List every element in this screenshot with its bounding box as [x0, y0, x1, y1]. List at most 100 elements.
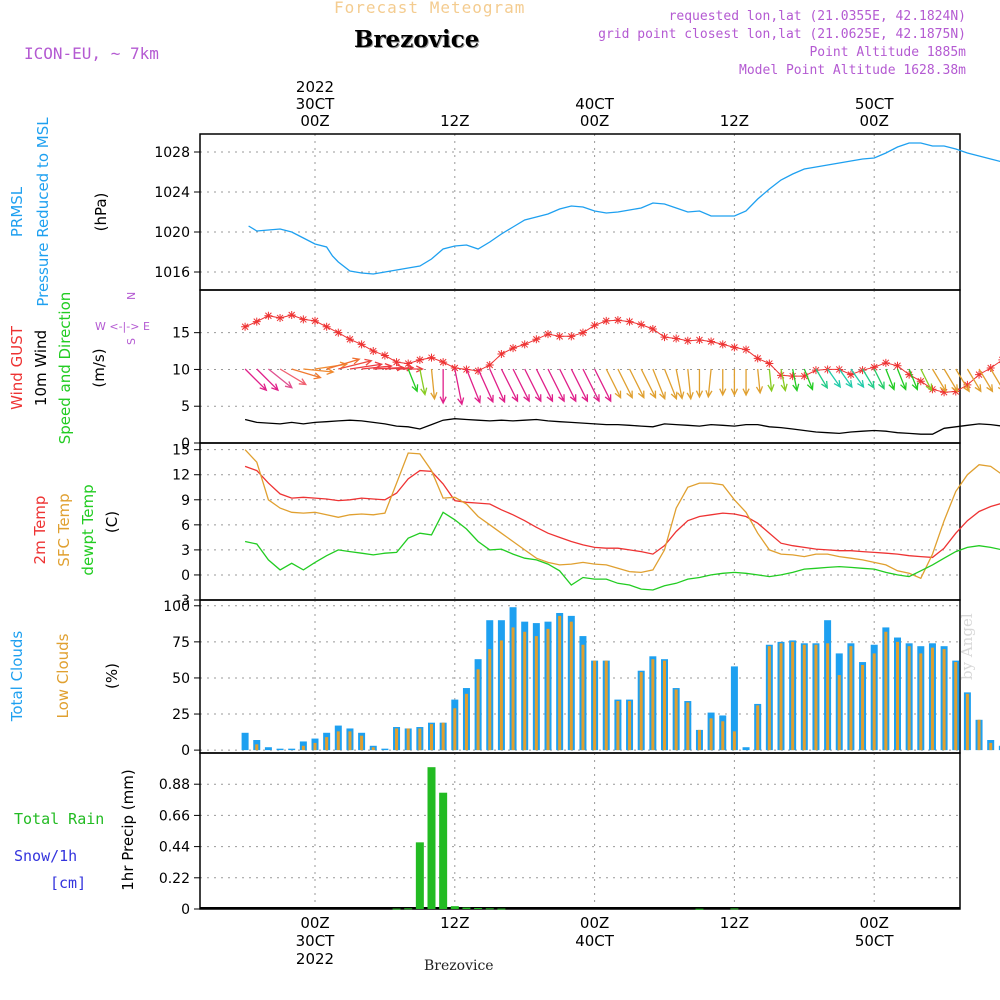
wind-arrow: [439, 369, 447, 405]
gust-marker: [520, 340, 529, 349]
precip-bar: [474, 908, 483, 910]
ytick-label: 100: [163, 599, 190, 615]
panel-frame: [199, 752, 961, 910]
low-cloud-bar: [942, 649, 946, 751]
gust-marker: [380, 351, 389, 360]
gust-marker: [439, 358, 448, 367]
precip-bar: [415, 842, 424, 909]
wind-arrow: [861, 368, 875, 390]
wind-arrow: [780, 368, 788, 393]
ytick-label: 0.44: [159, 840, 190, 856]
wind-arrow: [628, 368, 645, 399]
low-cloud-bar: [814, 644, 818, 751]
panel-frame: [199, 133, 961, 291]
gust-marker: [474, 366, 483, 375]
total-cloud-bar: [998, 745, 1000, 751]
wind-arrow: [465, 368, 481, 404]
low-cloud-bar: [593, 660, 597, 751]
temp-line-dewpt: [244, 511, 1000, 591]
wind-speed-line: [244, 418, 1000, 435]
precip-label-snow: Snow/1h: [14, 847, 77, 865]
gust-marker: [846, 370, 855, 379]
wind-label-speed-dir: Speed and Direction: [56, 292, 74, 445]
low-cloud-bar: [779, 643, 783, 751]
wind-arrow: [719, 369, 727, 397]
temp-label-dewpt: dewpt Temp: [79, 484, 97, 575]
wind-arrow: [652, 368, 666, 401]
gust-marker: [276, 313, 285, 322]
gust-marker: [777, 371, 785, 380]
wind-arrow: [850, 368, 865, 389]
ytick-label: 50: [172, 671, 190, 687]
gust-marker: [718, 340, 727, 349]
wind-arrow: [617, 368, 633, 399]
low-cloud-bar: [907, 646, 911, 751]
low-cloud-bar: [523, 631, 527, 751]
low-cloud-bar: [488, 649, 492, 751]
low-cloud-bar: [849, 646, 853, 751]
compass-north: N: [125, 292, 138, 300]
wind-arrow: [803, 368, 814, 391]
wind-arrow: [931, 368, 947, 393]
wind-arrow: [570, 368, 589, 403]
gust-marker: [695, 336, 704, 345]
wind-arrow: [430, 368, 438, 401]
gust-marker: [357, 340, 366, 349]
low-cloud-bar: [255, 744, 259, 751]
wind-arrow: [943, 368, 959, 393]
time-label-top: 00Z: [580, 112, 609, 130]
gust-marker: [986, 363, 995, 372]
low-cloud-bar: [884, 631, 888, 751]
temp-label-2m: 2m Temp: [31, 496, 49, 565]
wind-arrow: [695, 369, 704, 399]
ytick-label: 3: [181, 543, 190, 559]
gust-marker: [450, 363, 459, 372]
gust-marker: [730, 343, 739, 352]
low-cloud-bar: [663, 660, 666, 751]
wind-arrow: [838, 368, 853, 389]
gust-marker: [765, 359, 774, 368]
gust-marker: [485, 361, 494, 370]
total-cloud-bar: [288, 748, 296, 751]
footer-station: Brezovice: [424, 958, 494, 974]
precip-label-total-rain: Total Rain: [14, 810, 104, 828]
wind-arrow: [730, 369, 739, 397]
low-cloud-bar: [930, 647, 934, 751]
wind-arrow: [705, 368, 713, 399]
time-label-bottom: 00Z: [300, 914, 329, 932]
wind-arrow: [920, 368, 933, 392]
low-cloud-bar: [709, 718, 713, 751]
wind-arrow: [873, 368, 885, 391]
low-cloud-bar: [651, 659, 655, 751]
time-label-bottom: 12Z: [720, 914, 749, 932]
gust-marker: [881, 358, 890, 367]
low-cloud-bar: [802, 644, 806, 751]
time-label-bottom: 12Z: [440, 914, 469, 932]
gust-marker: [637, 320, 646, 329]
wind-arrow: [267, 368, 293, 389]
precip-bar: [427, 767, 436, 909]
gust-marker: [800, 372, 809, 381]
low-cloud-bar: [546, 628, 550, 751]
wind-arrow: [559, 368, 577, 403]
time-label-bottom: 50CT: [855, 932, 895, 950]
cloud-label-total: Total Clouds: [8, 631, 26, 723]
wind-arrow: [419, 368, 428, 396]
gust-marker: [742, 345, 751, 354]
low-cloud-bar: [826, 643, 830, 751]
wind-gust-line: [244, 314, 1000, 393]
wind-arrow: [338, 358, 373, 370]
time-label-top: 12Z: [440, 112, 469, 130]
wind-arrow: [955, 368, 970, 393]
wind-arrow: [454, 368, 465, 406]
gust-marker: [590, 321, 599, 330]
pressure-label-name: Pressure Reduced to MSL: [34, 117, 52, 307]
time-label-top: 12Z: [720, 112, 749, 130]
low-cloud-bar: [313, 742, 317, 751]
wind-arrow: [827, 368, 842, 389]
low-cloud-bar: [628, 701, 632, 751]
low-cloud-bar: [674, 689, 678, 751]
requested-coords: requested lon,lat (21.0355E, 42.1824N): [668, 9, 966, 24]
precip-label-cm: [cm]: [50, 874, 86, 892]
ytick-label: 1016: [154, 265, 190, 281]
